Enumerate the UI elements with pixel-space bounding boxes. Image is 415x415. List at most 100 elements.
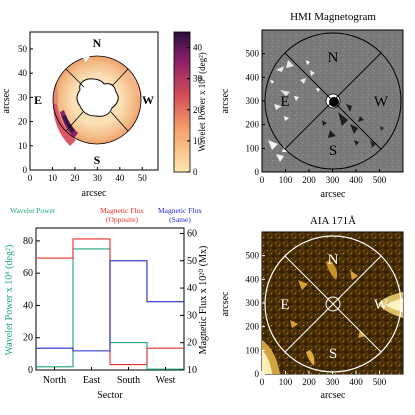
right-axis-tick-label: 60 [187, 228, 197, 239]
aia-diag-2 [284, 255, 382, 353]
left-axis-tick-label: 20 [23, 333, 33, 344]
magnetogram-x-tick-label: 400 [349, 175, 363, 185]
aia-sector-n: N [328, 252, 339, 268]
wavelet_map-x-tick-label: 40 [115, 173, 125, 183]
magnetogram-ylabel: arcsec [220, 88, 231, 114]
aia-sector-w: W [374, 297, 389, 313]
wavelet-colorbar-label: Wavelet Power x 10⁸ (deg²) [197, 52, 207, 152]
magnetogram-sector-e: E [280, 94, 289, 110]
wavelet-sector-w: W [142, 93, 154, 107]
wavelet-map-panel: N E W S 0 10 20 30 40 50 0 10 20 30 40 50 arcsec a… [1, 31, 207, 199]
magnetogram-sector-w: W [374, 94, 389, 110]
left-axis-tick-label: 60 [23, 268, 33, 279]
aia-sector-s: S [329, 346, 337, 362]
right-axis-tick-label: 40 [187, 283, 197, 294]
wavelet-map-xlabel: arcsec [82, 188, 108, 199]
magnetogram-inner-ring [325, 93, 341, 109]
legend-entry-line1: Magnetic Flux [158, 206, 202, 215]
legend-entry-line2: (Same) [169, 215, 191, 224]
aia-x-tick-label: 500 [373, 377, 387, 387]
colorbar-tick-label: 40 [193, 43, 203, 53]
right-axis-tick-label: 30 [187, 310, 197, 321]
legend-entry-line1: Magnetic Flux [100, 206, 144, 215]
magnetogram-y-tick-label: 200 [246, 120, 260, 130]
wavelet_map-x-tick-label: 50 [138, 173, 148, 183]
magnetogram-y-ticks: 0 100 200 300 400 500 [246, 49, 265, 177]
wavelet_map-y-tick-label: 40 [18, 68, 28, 78]
wavelet_map-y-tick-label: 0 [23, 165, 28, 175]
right-axis-tick-label: 10 [187, 365, 197, 376]
wavelet_map-y-tick-label: 50 [18, 44, 28, 54]
magnetogram-y-tick-label: 500 [246, 49, 260, 59]
aia-x-tick-label: 100 [279, 377, 293, 387]
aia-y-tick-label: 500 [246, 251, 260, 261]
aia-inner-ring [325, 296, 341, 312]
wavelet-annulus [52, 54, 144, 146]
wavelet-sector-n: N [93, 36, 102, 50]
magnetogram-x-ticks: 0 100 200 300 400 500 [260, 169, 387, 185]
category-tick-label: South [117, 375, 140, 386]
aia-title: AIA 171Å [310, 215, 356, 227]
wavelet-sector-e: E [34, 93, 42, 107]
legend-entry-line1: Wavelet Power [10, 206, 56, 215]
left-axis-tick-label: 0 [28, 365, 33, 376]
wavelet_map-y-tick-label: 20 [18, 117, 28, 127]
aia-bright-features [262, 260, 403, 374]
aia-y-tick-label: 300 [246, 298, 260, 308]
chart-series-layer [36, 238, 184, 370]
chart-left-axis-label: Wavelet Power x 10⁸ (deg²) [4, 245, 15, 356]
magnetogram-xlabel: arcsec [321, 189, 347, 200]
colorbar-tick-label: 20 [193, 105, 203, 115]
magnetogram-x-tick-label: 0 [260, 175, 265, 185]
category-tick-label: East [83, 375, 100, 386]
chart-left-ticks: 0 20 40 60 80 [23, 236, 40, 376]
aia-x-tick-label: 0 [260, 377, 265, 387]
left-axis-tick-label: 80 [23, 236, 33, 247]
aia-panel: AIA 171Å N E W S 0 100 200 300 400 500 0 100 20… [220, 215, 404, 401]
magnetogram-y-tick-label: 400 [246, 72, 260, 82]
aia-x-tick-label: 200 [302, 377, 316, 387]
wavelet-map-y-ticks: 0 10 20 30 40 50 [18, 44, 33, 175]
aia-sector-e: E [280, 297, 289, 313]
chart-category-ticks: North East South West [43, 367, 176, 386]
magnetogram-title: HMI Magnetogram [290, 11, 376, 23]
sector-step-chart: Wavelet Power Magnetic Flux(Opposite)Magn… [4, 206, 209, 401]
magnetogram-y-tick-label: 100 [246, 143, 260, 153]
aia-y-tick-label: 200 [246, 322, 260, 332]
wavelet_map-y-tick-label: 10 [18, 141, 28, 151]
aia-xlabel: arcsec [321, 390, 347, 401]
colorbar-tick-label: 10 [193, 136, 203, 146]
chart-right-ticks: 10 20 30 40 50 60 [180, 228, 197, 376]
magnetogram-panel: HMI Magnetogram N E W S 0 100 200 300 400 500… [220, 11, 404, 200]
magnetogram-sector-n: N [328, 50, 339, 66]
magnetogram-y-tick-label: 300 [246, 96, 260, 106]
magnetogram-x-tick-label: 100 [279, 175, 293, 185]
wavelet_map-y-tick-label: 30 [18, 92, 28, 102]
right-axis-tick-label: 50 [187, 256, 197, 267]
magnetogram-x-tick-label: 500 [373, 175, 387, 185]
wavelet_map-x-tick-label: 30 [93, 173, 103, 183]
chart-right-axis-label: Magnetic Flux x 10²⁰ (Mx) [198, 246, 209, 355]
aia-y-tick-label: 400 [246, 274, 260, 284]
wavelet-map-ylabel: arcsec [1, 88, 12, 114]
wavelet-colorbar [173, 31, 191, 173]
aia-y-ticks: 0 100 200 300 400 500 [246, 251, 265, 379]
category-tick-label: West [156, 375, 176, 386]
chart-plot-frame [35, 227, 185, 371]
wavelet-map-x-ticks: 0 10 20 30 40 50 [28, 167, 148, 183]
magnetogram-y-tick-label: 0 [255, 167, 260, 177]
wavelet-sector-s: S [94, 153, 101, 167]
category-tick-label: North [43, 375, 66, 386]
magnetogram-diag-2 [284, 52, 382, 150]
wavelet-colorbar-ticks: 0 10 20 30 40 [187, 43, 203, 177]
wavelet_map-x-tick-label: 0 [28, 173, 33, 183]
aia-y-tick-label: 0 [255, 369, 260, 379]
series-line-magnetic-flux-same [36, 260, 184, 352]
magnetogram-x-tick-label: 300 [326, 175, 340, 185]
aia-x-ticks: 0 100 200 300 400 500 [260, 371, 387, 387]
chart-xlabel: Sector [97, 390, 123, 401]
wavelet_map-x-tick-label: 20 [70, 173, 80, 183]
aia-x-tick-label: 300 [326, 377, 340, 387]
colorbar-tick-label: 0 [193, 167, 198, 177]
wavelet_map-x-tick-label: 10 [48, 173, 58, 183]
